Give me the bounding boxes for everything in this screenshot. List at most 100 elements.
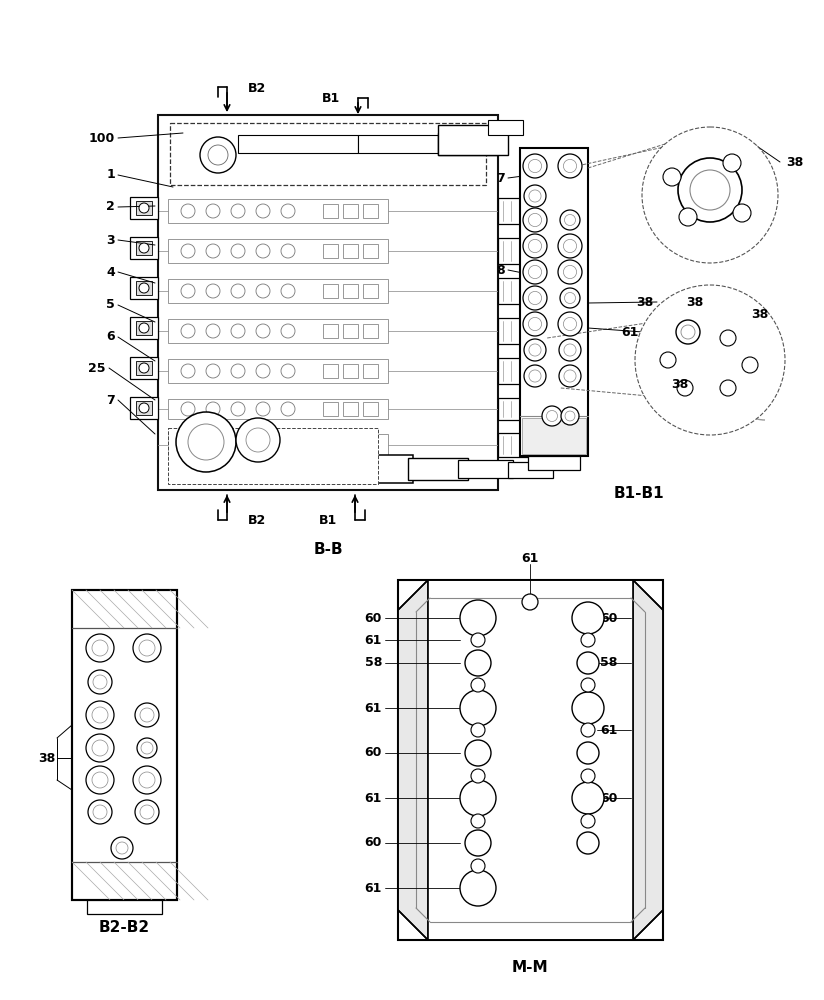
- Bar: [136, 361, 152, 375]
- Bar: [136, 401, 152, 415]
- Circle shape: [256, 244, 270, 258]
- Circle shape: [528, 265, 541, 279]
- Circle shape: [471, 859, 485, 873]
- Circle shape: [460, 870, 496, 906]
- Circle shape: [642, 127, 778, 263]
- Bar: [136, 241, 152, 255]
- Circle shape: [577, 742, 599, 764]
- Polygon shape: [633, 580, 663, 940]
- Circle shape: [560, 210, 580, 230]
- Text: B-B: B-B: [313, 542, 343, 558]
- Circle shape: [460, 690, 496, 726]
- Text: 61: 61: [365, 792, 382, 804]
- Bar: [72, 590, 177, 628]
- Circle shape: [572, 692, 604, 724]
- Bar: [343, 364, 358, 378]
- Circle shape: [137, 738, 157, 758]
- Circle shape: [523, 234, 547, 258]
- Text: 61: 61: [600, 724, 617, 736]
- Circle shape: [246, 428, 270, 452]
- Bar: [556, 360, 574, 382]
- Circle shape: [546, 410, 558, 422]
- Bar: [130, 317, 158, 339]
- Circle shape: [139, 243, 149, 253]
- Bar: [323, 284, 338, 298]
- Circle shape: [256, 204, 270, 218]
- Bar: [343, 284, 358, 298]
- Bar: [333, 455, 413, 483]
- Circle shape: [135, 800, 159, 824]
- Bar: [488, 120, 523, 135]
- Circle shape: [281, 204, 295, 218]
- Circle shape: [471, 814, 485, 828]
- Circle shape: [281, 244, 295, 258]
- Circle shape: [572, 782, 604, 814]
- Bar: [136, 321, 152, 335]
- Circle shape: [140, 805, 154, 819]
- Circle shape: [564, 370, 576, 382]
- Text: 38: 38: [686, 296, 704, 308]
- Circle shape: [565, 411, 575, 421]
- Circle shape: [524, 185, 546, 207]
- Circle shape: [86, 634, 114, 662]
- Circle shape: [723, 154, 741, 172]
- Circle shape: [679, 208, 697, 226]
- Text: 4: 4: [106, 265, 115, 278]
- Text: M-M: M-M: [512, 960, 548, 976]
- Bar: [168, 319, 388, 343]
- Bar: [72, 862, 177, 900]
- Circle shape: [460, 600, 496, 636]
- Text: 38: 38: [672, 378, 689, 391]
- Text: 100: 100: [89, 131, 115, 144]
- Circle shape: [139, 640, 155, 656]
- Bar: [323, 364, 338, 378]
- Circle shape: [529, 344, 541, 356]
- Text: 1: 1: [106, 168, 115, 182]
- Circle shape: [181, 204, 195, 218]
- Circle shape: [208, 145, 228, 165]
- Text: 6: 6: [106, 330, 115, 344]
- Circle shape: [460, 780, 496, 816]
- Text: 25: 25: [88, 361, 106, 374]
- Circle shape: [471, 769, 485, 783]
- Circle shape: [564, 215, 575, 226]
- Circle shape: [522, 594, 538, 610]
- Text: B1: B1: [321, 93, 340, 105]
- Bar: [343, 244, 358, 258]
- Text: 7: 7: [496, 172, 505, 184]
- Bar: [238, 135, 358, 153]
- Circle shape: [236, 418, 280, 462]
- Circle shape: [677, 380, 693, 396]
- Circle shape: [564, 292, 575, 304]
- Circle shape: [471, 633, 485, 647]
- Circle shape: [524, 339, 546, 361]
- Circle shape: [558, 312, 582, 336]
- Circle shape: [558, 154, 582, 178]
- Polygon shape: [398, 580, 428, 940]
- Bar: [87, 900, 162, 914]
- Text: 61: 61: [365, 882, 382, 894]
- Text: 60: 60: [365, 746, 382, 760]
- Bar: [323, 244, 338, 258]
- Circle shape: [523, 312, 547, 336]
- Bar: [168, 279, 388, 303]
- Circle shape: [139, 403, 149, 413]
- Circle shape: [523, 286, 547, 310]
- Circle shape: [92, 707, 108, 723]
- Text: 38: 38: [38, 752, 55, 764]
- Circle shape: [281, 324, 295, 338]
- Circle shape: [471, 723, 485, 737]
- Circle shape: [176, 412, 236, 472]
- Circle shape: [690, 170, 730, 210]
- Bar: [130, 237, 158, 259]
- Circle shape: [116, 842, 128, 854]
- Bar: [498, 318, 556, 344]
- Circle shape: [92, 772, 108, 788]
- Bar: [528, 456, 580, 470]
- Circle shape: [181, 402, 195, 416]
- Circle shape: [200, 137, 236, 173]
- Circle shape: [139, 772, 155, 788]
- Circle shape: [660, 352, 676, 368]
- Circle shape: [742, 357, 758, 373]
- Text: 2: 2: [106, 200, 115, 214]
